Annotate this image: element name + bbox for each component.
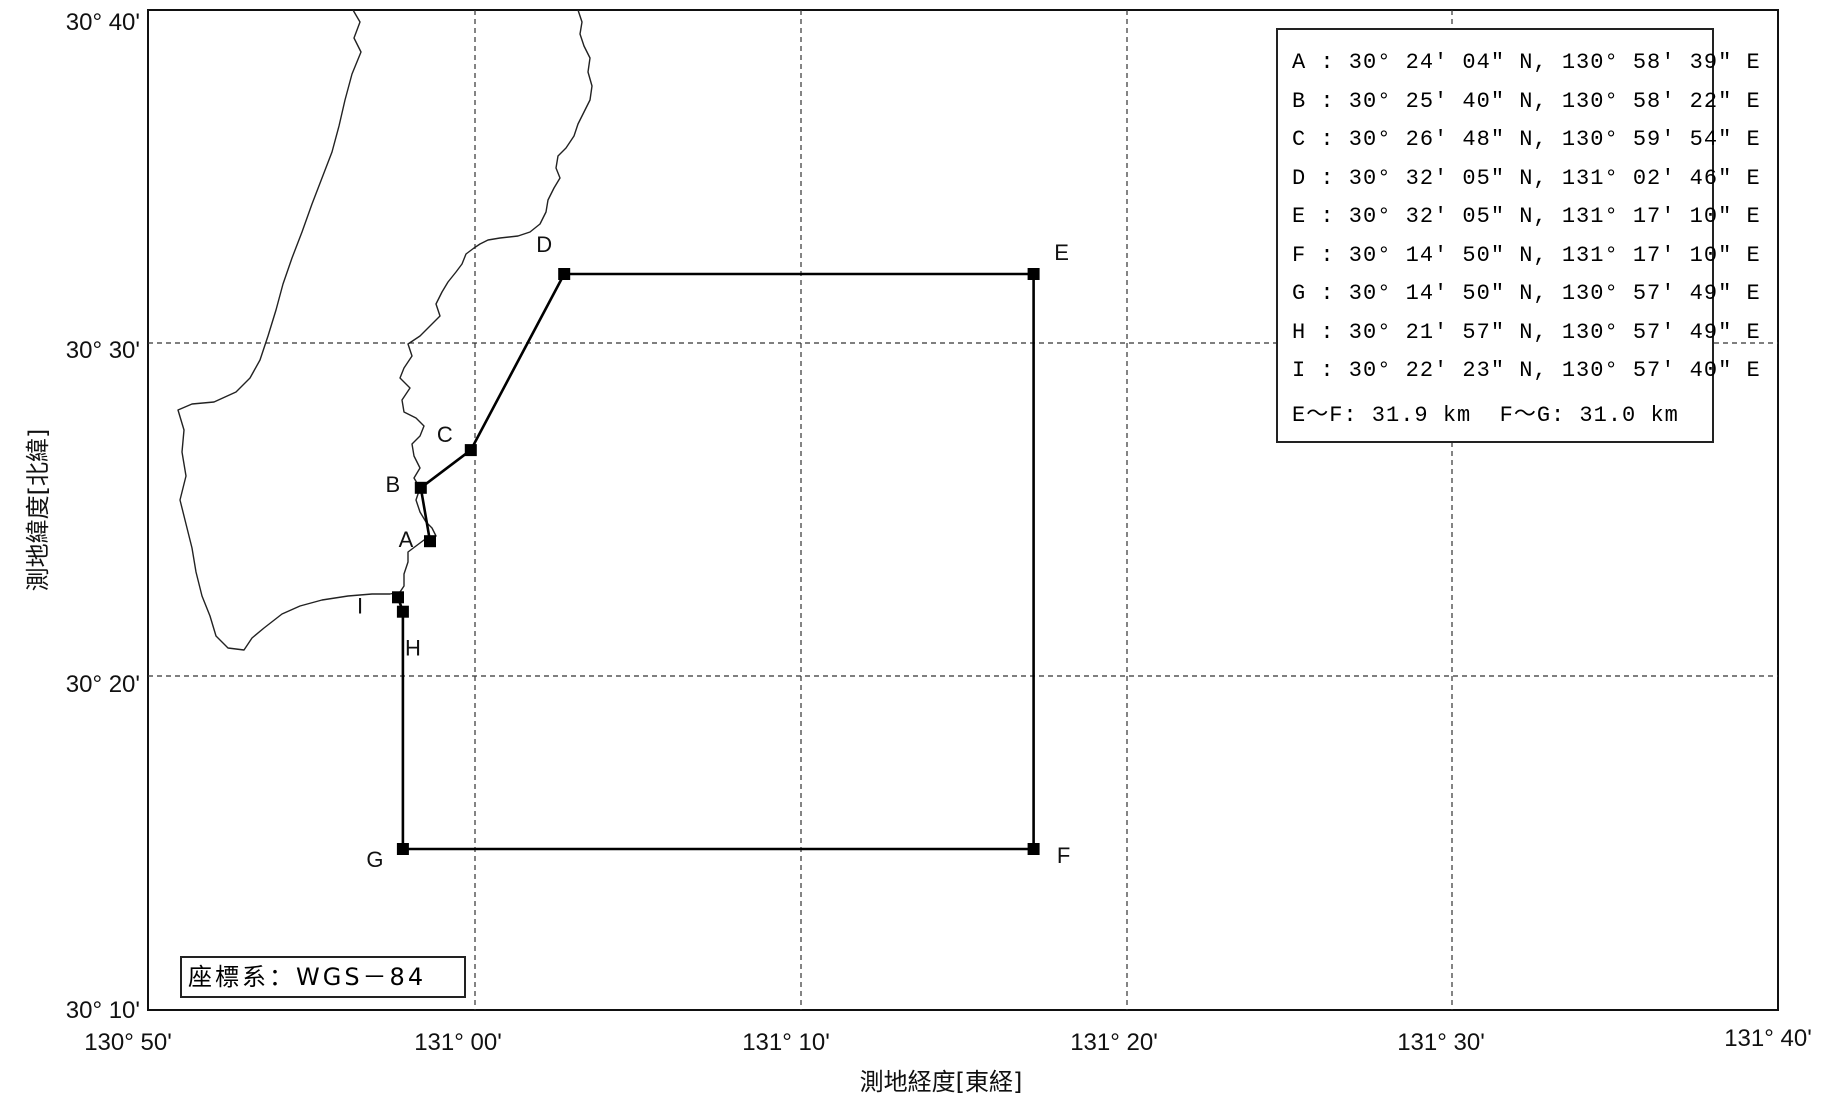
survey-area: A B C D E F G H I	[357, 232, 1070, 872]
legend-row: C : 30° 26' 48" N, 130° 59' 54" E	[1292, 127, 1761, 152]
legend-row: G : 30° 14' 50" N, 130° 57' 49" E	[1292, 281, 1761, 306]
x-tick-labels: 130° 50' 131° 00' 131° 10' 131° 20' 131°…	[84, 1025, 1812, 1056]
y-axis-title: 測地緯度[北緯]	[24, 429, 52, 592]
x-tick-label: 131° 00'	[414, 1029, 502, 1056]
vertex-marker-b	[414, 481, 427, 494]
vertex-label-b: B	[385, 472, 400, 497]
map-frame	[147, 9, 1779, 1011]
vertex-label-g: G	[366, 847, 383, 872]
vertex-marker-a	[424, 535, 436, 548]
y-tick-labels: 30° 40' 30° 30' 30° 20' 30° 10'	[66, 9, 140, 1024]
x-tick-label: 131° 30'	[1397, 1029, 1485, 1056]
x-tick-label: 131° 10'	[742, 1029, 830, 1056]
vertex-marker-g	[396, 843, 409, 855]
vertex-label-a: A	[399, 527, 414, 552]
vertex-label-c: C	[437, 422, 453, 447]
legend-row: F : 30° 14' 50" N, 131° 17' 10" E	[1292, 242, 1761, 268]
legend-row: A : 30° 24' 04" N, 130° 58' 39" E	[1292, 50, 1761, 75]
legend-distances: E～F: 31.9 km F～G: 31.0 km	[1292, 402, 1679, 428]
y-tick-label: 30° 40'	[66, 9, 140, 36]
vertex-label-h: H	[405, 636, 421, 661]
vertex-label-f: F	[1057, 843, 1070, 868]
vertex-marker-f	[1027, 843, 1040, 855]
vertex-marker-e	[1027, 268, 1040, 280]
grid-lines	[148, 10, 1778, 1010]
y-tick-label: 30° 30'	[66, 337, 140, 364]
x-tick-label: 131° 20'	[1070, 1029, 1158, 1056]
vertex-label-d: D	[536, 232, 552, 257]
vertex-label-i: I	[357, 593, 363, 618]
x-axis-title: 測地経度[東経]	[860, 1068, 1023, 1096]
y-tick-label: 30° 20'	[66, 671, 140, 698]
survey-area-boundary	[396, 272, 1035, 851]
crs-label: 座標系：WGS－84	[180, 956, 466, 998]
vertex-marker-h	[396, 605, 409, 618]
x-tick-label: 130° 50'	[84, 1029, 172, 1056]
legend-row: E : 30° 32' 05" N, 131° 17' 10" E	[1292, 204, 1761, 229]
legend-row: I : 30° 22' 23" N, 130° 57' 40" E	[1292, 358, 1761, 383]
x-tick-label: 131° 40'	[1724, 1025, 1812, 1052]
vertex-label-e: E	[1054, 240, 1069, 265]
coordinates-legend: A : 30° 24' 04" N, 130° 58' 39" E B : 30…	[1276, 28, 1761, 443]
coastline-path	[177, 9, 593, 651]
legend-row: H : 30° 21' 57" N, 130° 57' 49" E	[1292, 319, 1761, 345]
vertex-marker-d	[558, 268, 571, 280]
legend-row: D : 30° 32' 05" N, 131° 02' 46" E	[1292, 165, 1761, 191]
vertex-marker-c	[464, 444, 477, 457]
y-tick-label: 30° 10'	[66, 997, 140, 1024]
coastline	[177, 9, 593, 651]
vertex-marker-i	[392, 591, 404, 604]
legend-row: B : 30° 25' 40" N, 130° 58' 22" E	[1292, 88, 1761, 114]
